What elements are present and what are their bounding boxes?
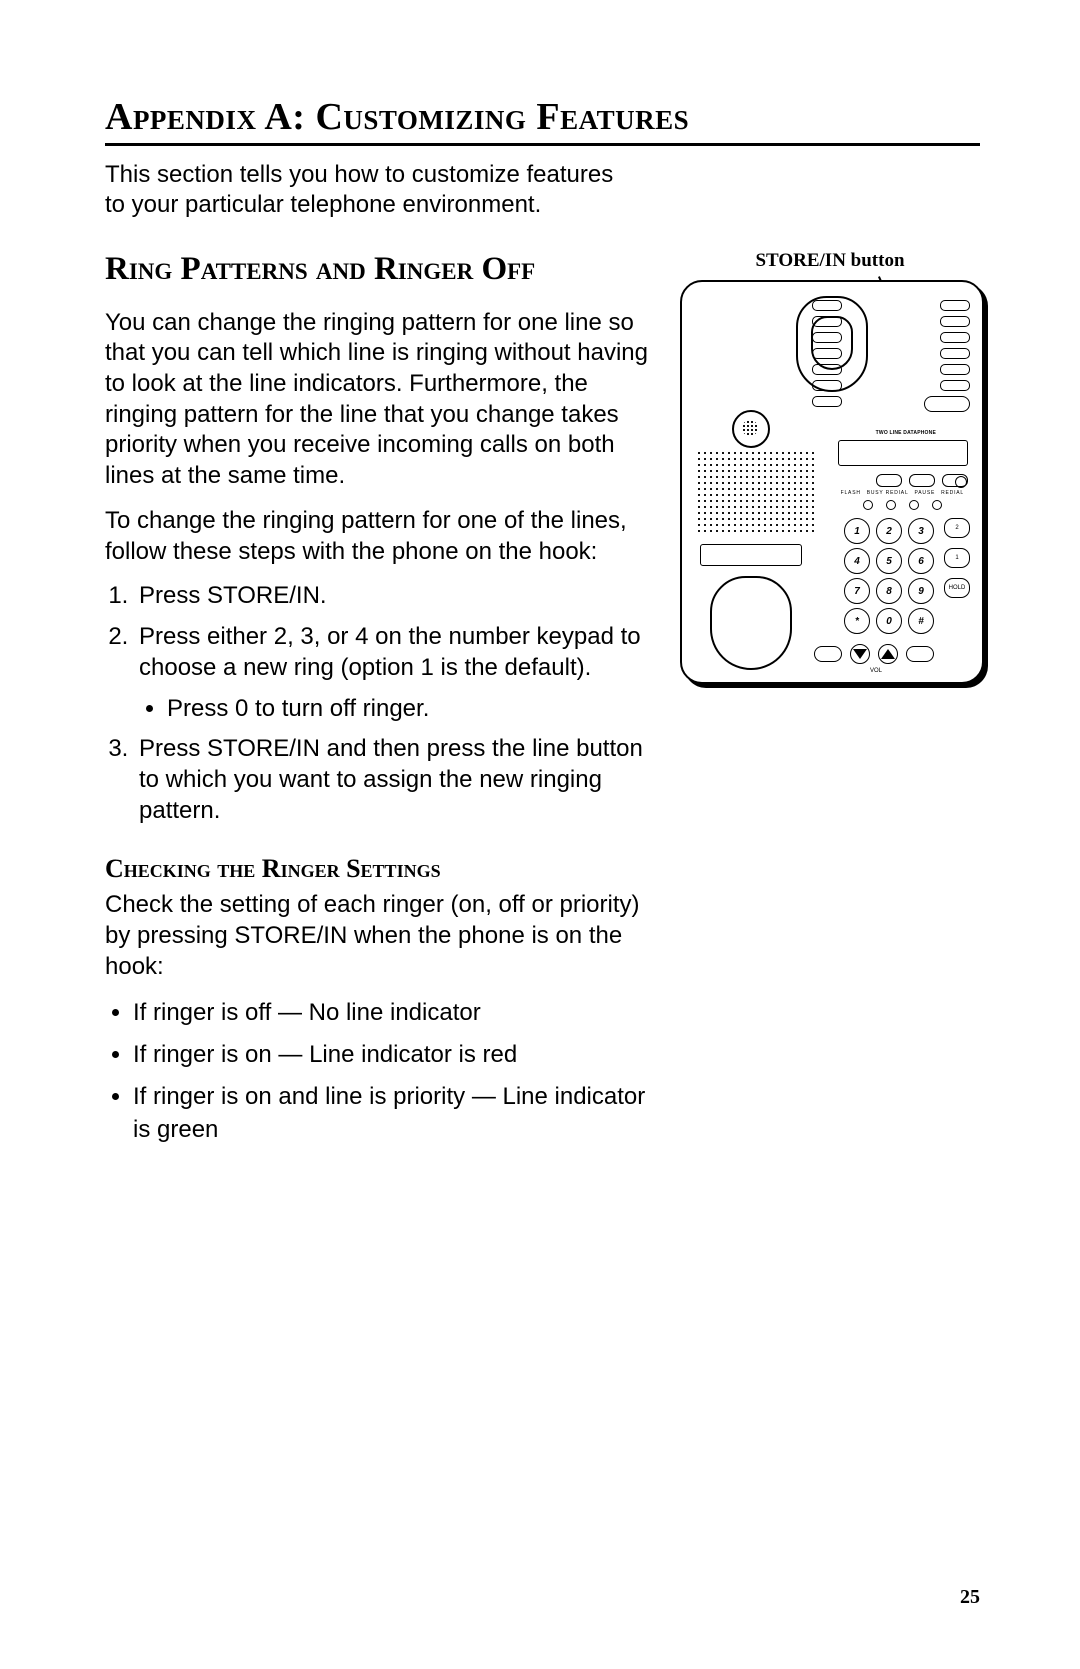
key-7: 7 <box>844 578 870 604</box>
numeric-keypad: 1 2 3 4 5 6 7 8 9 * 0 # <box>844 518 934 634</box>
tiny-label: BUSY REDIAL <box>867 490 909 496</box>
store-in-button <box>955 476 967 488</box>
key-4: 4 <box>844 548 870 574</box>
indicator-dot <box>886 500 896 510</box>
indicator-row <box>863 500 942 510</box>
subsection-heading: Checking the Ringer Settings <box>105 854 650 884</box>
phone-illustration: TWO LINE DATAPHONE FLASH BUSY REDIAL PAU… <box>680 280 980 684</box>
memory-button <box>940 332 970 343</box>
bullet-item: If ringer is on and line is priority — L… <box>133 1081 650 1146</box>
key-0: 0 <box>876 608 902 634</box>
bullet-item: If ringer is on — Line indicator is red <box>133 1039 650 1071</box>
memory-button <box>940 348 970 359</box>
indicator-dot <box>909 500 919 510</box>
speaker-icon <box>732 410 770 448</box>
lcd-display <box>838 440 968 466</box>
memory-button <box>812 316 842 327</box>
key-2: 2 <box>876 518 902 544</box>
key-3: 3 <box>908 518 934 544</box>
tiny-label: FLASH <box>841 490 861 496</box>
key-star: * <box>844 608 870 634</box>
tiny-label: REDIAL <box>941 490 964 496</box>
bullet-list: If ringer is off — No line indicator If … <box>105 997 650 1147</box>
line-2-button: 2 <box>944 518 970 538</box>
tiny-labels: FLASH BUSY REDIAL PAUSE REDIAL <box>841 490 964 496</box>
line-buttons: 2 1 HOLD <box>944 518 970 598</box>
line-1-button: 1 <box>944 548 970 568</box>
key-6: 6 <box>908 548 934 574</box>
intro-paragraph: This section tells you how to customize … <box>105 160 625 220</box>
body-paragraph: To change the ringing pattern for one of… <box>105 506 650 567</box>
memory-button <box>940 380 970 391</box>
indicator-dot <box>932 500 942 510</box>
key-8: 8 <box>876 578 902 604</box>
volume-up-icon <box>878 644 898 664</box>
hold-button: HOLD <box>944 578 970 598</box>
sub-bullet: Press 0 to turn off ringer. <box>167 694 650 725</box>
function-button <box>909 474 935 487</box>
memory-button <box>812 364 842 375</box>
bullet-item: If ringer is off — No line indicator <box>133 997 650 1029</box>
memory-button <box>812 300 842 311</box>
numbered-steps: Press STORE/IN. Press either 2, 3, or 4 … <box>105 581 650 826</box>
left-column: Ring Patterns and Ringer Off You can cha… <box>105 250 650 1156</box>
handset-mouthpiece <box>710 576 792 670</box>
document-page: Appendix A: Customizing Features This se… <box>0 0 1080 1669</box>
figure-caption: STORE/IN button <box>680 250 980 272</box>
memory-buttons-left <box>812 300 842 407</box>
lower-button <box>924 396 970 412</box>
speaker-grill <box>696 450 816 536</box>
bottom-controls <box>814 644 934 664</box>
memory-button <box>812 396 842 407</box>
secondary-display <box>700 544 802 566</box>
appendix-title: Appendix A: Customizing Features <box>105 95 980 146</box>
body-paragraph: You can change the ringing pattern for o… <box>105 308 650 492</box>
memory-buttons-right <box>924 300 970 412</box>
memory-button <box>940 364 970 375</box>
step-item: Press STORE/IN and then press the line b… <box>135 734 650 826</box>
speaker-button <box>906 646 934 662</box>
two-column-layout: Ring Patterns and Ringer Off You can cha… <box>105 250 980 1156</box>
page-number: 25 <box>960 1586 980 1609</box>
lcd-label: TWO LINE DATAPHONE <box>876 430 936 436</box>
function-button <box>876 474 902 487</box>
vol-label: VOL <box>870 668 882 674</box>
tiny-label: PAUSE <box>915 490 936 496</box>
indicator-dot <box>863 500 873 510</box>
section-heading: Ring Patterns and Ringer Off <box>105 250 650 290</box>
key-hash: # <box>908 608 934 634</box>
body-paragraph: Check the setting of each ringer (on, of… <box>105 890 650 982</box>
memory-button <box>940 300 970 311</box>
memory-button <box>812 380 842 391</box>
key-9: 9 <box>908 578 934 604</box>
step-text: Press either 2, 3, or 4 on the number ke… <box>139 623 641 681</box>
right-column: STORE/IN button <box>680 250 980 1156</box>
step-item: Press STORE/IN. <box>135 581 650 612</box>
memory-button <box>940 316 970 327</box>
phone-body: TWO LINE DATAPHONE FLASH BUSY REDIAL PAU… <box>680 280 984 684</box>
sub-bullet-list: Press 0 to turn off ringer. <box>139 694 650 725</box>
mute-button <box>814 646 842 662</box>
key-1: 1 <box>844 518 870 544</box>
memory-button <box>812 348 842 359</box>
key-5: 5 <box>876 548 902 574</box>
volume-down-icon <box>850 644 870 664</box>
step-item: Press either 2, 3, or 4 on the number ke… <box>135 622 650 724</box>
memory-button <box>812 332 842 343</box>
